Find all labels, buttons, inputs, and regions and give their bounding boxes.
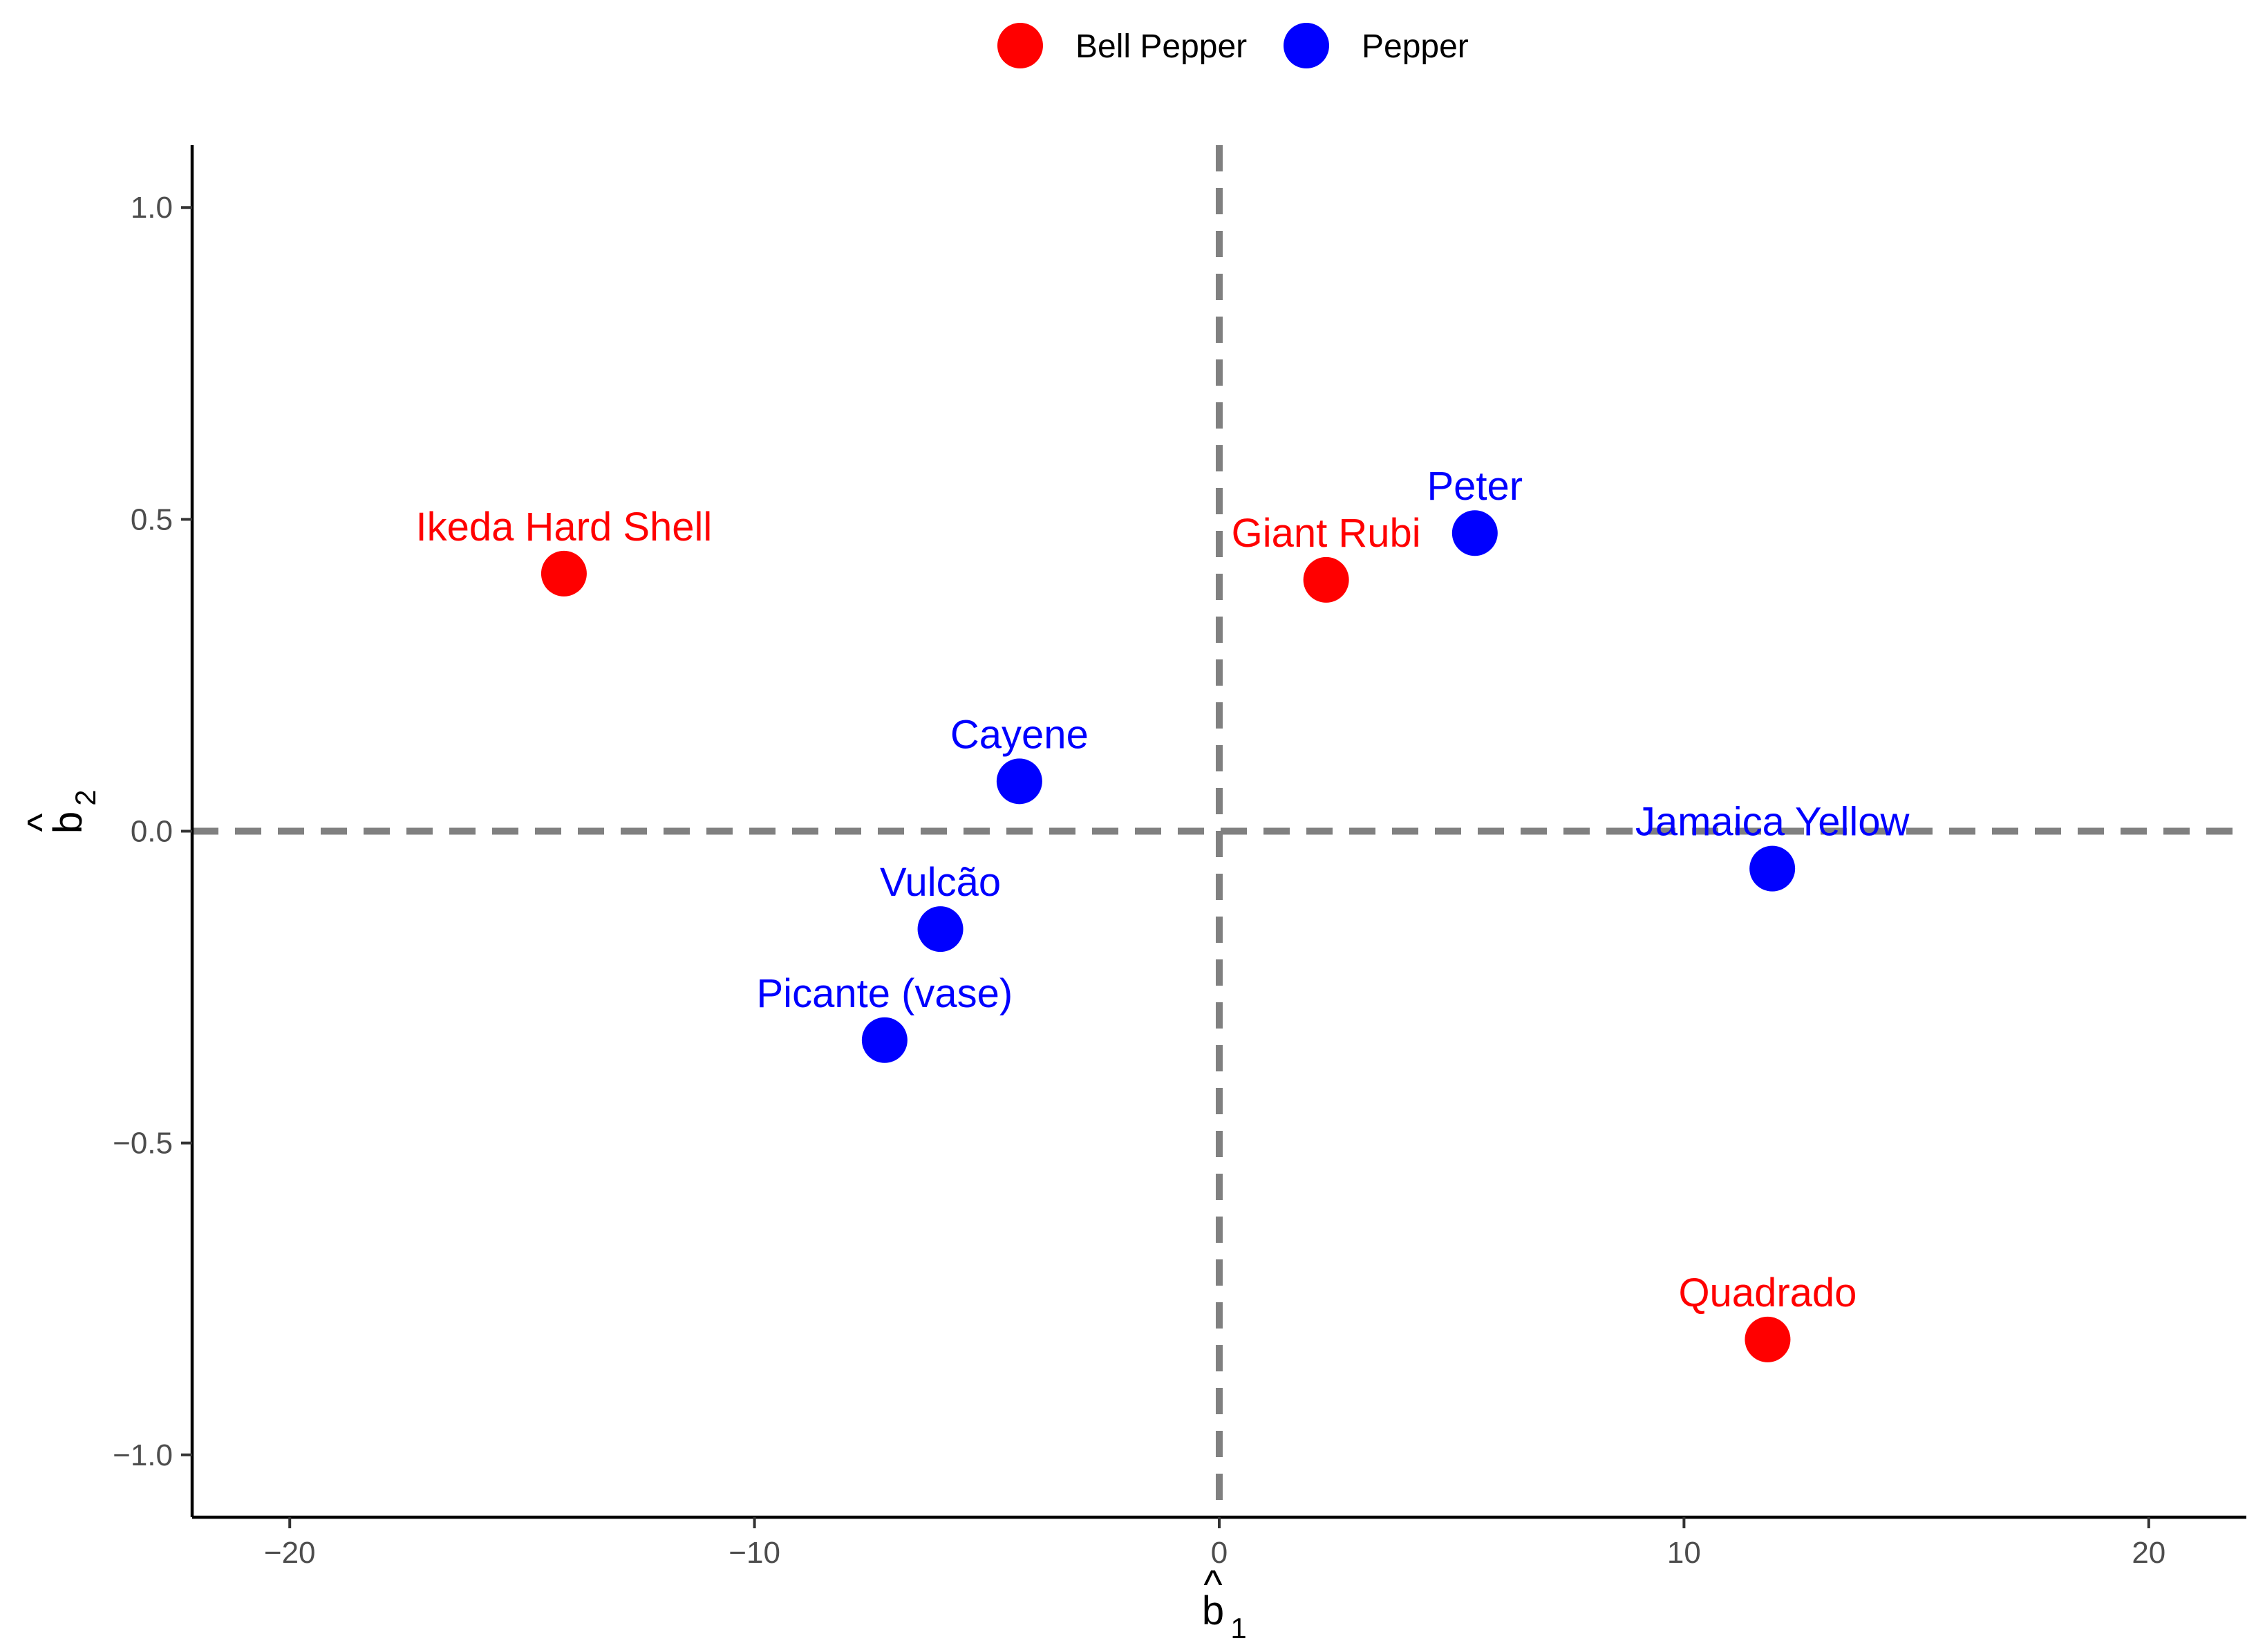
legend-swatch xyxy=(997,23,1043,68)
data-labels: Ikeda Hard Shell Giant Rubi Quadrado Peter C… xyxy=(416,464,1910,1315)
data-label: Vulcão xyxy=(880,860,1001,905)
data-label: Jamaica Yellow xyxy=(1635,800,1910,845)
legend-label: Bell Pepper xyxy=(1075,28,1247,65)
data-label: Ikeda Hard Shell xyxy=(416,505,713,550)
y-axis-title-base: b xyxy=(46,811,91,834)
y-tick-label: 0.0 xyxy=(131,815,173,849)
reference-lines xyxy=(192,145,2246,1517)
x-axis-title-base: b xyxy=(1202,1588,1224,1633)
data-point xyxy=(1749,845,1796,892)
x-axis-title: ^b 1 xyxy=(1202,1562,1247,1644)
y-tick-label: 1.0 xyxy=(131,191,173,225)
legend-label: Pepper xyxy=(1362,28,1469,65)
y-axis-title: ^b 2 xyxy=(19,789,102,834)
data-point xyxy=(541,550,587,597)
x-axis-title-subscript: 1 xyxy=(1230,1612,1246,1644)
legend-item: Pepper xyxy=(1284,23,1469,68)
y-tick-label: −0.5 xyxy=(113,1127,173,1161)
legend-item: Bell Pepper xyxy=(997,23,1247,68)
data-point xyxy=(861,1017,908,1063)
y-tick-label: −1.0 xyxy=(113,1438,173,1472)
legend: Bell Pepper Pepper xyxy=(997,23,1469,68)
x-tick-label: 0 xyxy=(1211,1536,1228,1570)
x-tick-label: −20 xyxy=(264,1536,316,1570)
y-tick-label: 0.5 xyxy=(131,503,173,536)
data-label: Quadrado xyxy=(1678,1270,1857,1315)
x-axis-title-hat: ^ xyxy=(1203,1562,1222,1607)
data-point xyxy=(1451,510,1498,556)
data-points xyxy=(541,510,1796,1362)
axes: −20 −10 0 10 20−1.0−0.50.00.51.0^b 1^b2 xyxy=(19,145,2246,1644)
y-axis-title-hat: ^ xyxy=(19,813,64,832)
data-point xyxy=(1745,1316,1791,1362)
data-label: Peter xyxy=(1427,464,1523,509)
legend-swatch xyxy=(1284,23,1329,68)
data-label: Picante (vase) xyxy=(757,971,1013,1016)
x-tick-label: −10 xyxy=(729,1536,780,1570)
x-tick-label: 20 xyxy=(2132,1536,2165,1570)
y-axis-title-subscript: 2 xyxy=(69,789,102,805)
data-label: Cayene xyxy=(950,712,1089,757)
data-point xyxy=(1303,556,1349,603)
x-tick-label: 10 xyxy=(1667,1536,1701,1570)
data-label: Giant Rubi xyxy=(1232,511,1421,556)
data-point xyxy=(917,906,964,952)
data-point xyxy=(996,758,1042,805)
